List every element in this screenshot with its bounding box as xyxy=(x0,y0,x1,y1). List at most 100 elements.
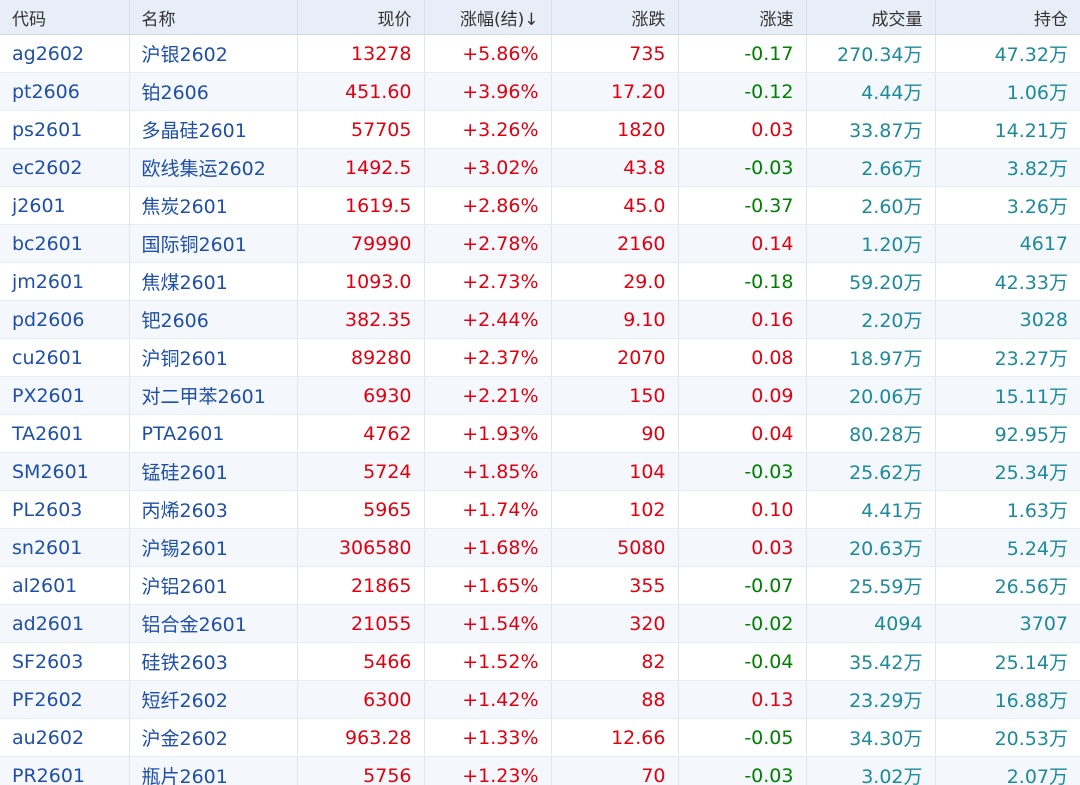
cell-change-percent: +2.73% xyxy=(424,262,552,301)
cell-volume: 4094 xyxy=(806,604,936,643)
cell-speed: -0.18 xyxy=(678,262,807,301)
cell-price: 13278 xyxy=(297,34,425,73)
cell-change-percent: +1.93% xyxy=(424,414,552,453)
cell-name: 沪铜2601 xyxy=(129,338,298,377)
table-row[interactable]: ec2602 欧线集运2602 1492.5 +3.02% 43.8 -0.03 2.66万… xyxy=(0,148,1080,187)
cell-code: j2601 xyxy=(0,186,130,225)
cell-name: 短纤2602 xyxy=(129,680,298,719)
header-code[interactable]: 代码 xyxy=(0,0,130,35)
cell-change-percent: +2.37% xyxy=(424,338,552,377)
cell-volume: 33.87万 xyxy=(806,110,936,149)
cell-code: ag2602 xyxy=(0,34,130,73)
cell-name: 焦炭2601 xyxy=(129,186,298,225)
header-open-interest[interactable]: 持仓 xyxy=(935,0,1080,35)
cell-change: 355 xyxy=(551,566,679,605)
cell-volume: 35.42万 xyxy=(806,642,936,681)
cell-volume: 1.20万 xyxy=(806,224,936,263)
table-header: 代码 名称 现价 涨幅(结)↓ 涨跌 涨速 成交量 持仓 xyxy=(0,0,1080,35)
cell-volume: 80.28万 xyxy=(806,414,936,453)
table-row[interactable]: bc2601 国际铜2601 79990 +2.78% 2160 0.14 1.20万 461… xyxy=(0,224,1080,263)
table-row[interactable]: SF2603 硅铁2603 5466 +1.52% 82 -0.04 35.42万 25.14… xyxy=(0,642,1080,681)
table-row[interactable]: PX2601 对二甲苯2601 6930 +2.21% 150 0.09 20.06万 15.… xyxy=(0,376,1080,415)
cell-price: 1492.5 xyxy=(297,148,425,187)
cell-open-interest: 25.14万 xyxy=(935,642,1080,681)
cell-change: 9.10 xyxy=(551,300,679,339)
cell-change: 45.0 xyxy=(551,186,679,225)
cell-change: 104 xyxy=(551,452,679,491)
cell-change: 5080 xyxy=(551,528,679,567)
cell-code: jm2601 xyxy=(0,262,130,301)
cell-open-interest: 1.06万 xyxy=(935,72,1080,111)
header-speed[interactable]: 涨速 xyxy=(678,0,807,35)
cell-change-percent: +1.33% xyxy=(424,718,552,757)
cell-open-interest: 20.53万 xyxy=(935,718,1080,757)
cell-change: 43.8 xyxy=(551,148,679,187)
cell-open-interest: 23.27万 xyxy=(935,338,1080,377)
table-row[interactable]: cu2601 沪铜2601 89280 +2.37% 2070 0.08 18.97万 23.… xyxy=(0,338,1080,377)
header-change[interactable]: 涨跌 xyxy=(551,0,679,35)
cell-speed: 0.04 xyxy=(678,414,807,453)
cell-speed: -0.17 xyxy=(678,34,807,73)
table-row[interactable]: PL2603 丙烯2603 5965 +1.74% 102 0.10 4.41万 1.63万 xyxy=(0,490,1080,529)
cell-price: 6930 xyxy=(297,376,425,415)
cell-change: 12.66 xyxy=(551,718,679,757)
table-row[interactable]: jm2601 焦煤2601 1093.0 +2.73% 29.0 -0.18 59.20万 4… xyxy=(0,262,1080,301)
table-row[interactable]: ps2601 多晶硅2601 57705 +3.26% 1820 0.03 33.87万 14… xyxy=(0,110,1080,149)
cell-speed: -0.04 xyxy=(678,642,807,681)
table-row[interactable]: sn2601 沪锡2601 306580 +1.68% 5080 0.03 20.63万 5.… xyxy=(0,528,1080,567)
cell-open-interest: 4617 xyxy=(935,224,1080,263)
cell-change: 88 xyxy=(551,680,679,719)
cell-change: 82 xyxy=(551,642,679,681)
table-row[interactable]: PF2602 短纤2602 6300 +1.42% 88 0.13 23.29万 16.88万 xyxy=(0,680,1080,719)
cell-name: 沪金2602 xyxy=(129,718,298,757)
header-volume[interactable]: 成交量 xyxy=(806,0,936,35)
table-row[interactable]: au2602 沪金2602 963.28 +1.33% 12.66 -0.05 34.30万… xyxy=(0,718,1080,757)
table-row[interactable]: ag2602 沪银2602 13278 +5.86% 735 -0.17 270.34万 47… xyxy=(0,34,1080,73)
cell-volume: 4.41万 xyxy=(806,490,936,529)
table-row[interactable]: PR2601 瓶片2601 5756 +1.23% 70 -0.03 3.02万 2.07万 xyxy=(0,756,1080,785)
table-row[interactable]: pt2606 铂2606 451.60 +3.96% 17.20 -0.12 4.44万 1.… xyxy=(0,72,1080,111)
cell-change: 90 xyxy=(551,414,679,453)
cell-price: 21055 xyxy=(297,604,425,643)
cell-speed: -0.07 xyxy=(678,566,807,605)
cell-speed: 0.03 xyxy=(678,528,807,567)
cell-open-interest: 3028 xyxy=(935,300,1080,339)
cell-open-interest: 2.07万 xyxy=(935,756,1080,785)
cell-price: 57705 xyxy=(297,110,425,149)
table-row[interactable]: TA2601 PTA2601 4762 +1.93% 90 0.04 80.28万 92.95… xyxy=(0,414,1080,453)
cell-open-interest: 25.34万 xyxy=(935,452,1080,491)
cell-speed: 0.08 xyxy=(678,338,807,377)
cell-volume: 20.06万 xyxy=(806,376,936,415)
cell-change-percent: +2.21% xyxy=(424,376,552,415)
cell-code: SM2601 xyxy=(0,452,130,491)
cell-open-interest: 5.24万 xyxy=(935,528,1080,567)
table-row[interactable]: al2601 沪铝2601 21865 +1.65% 355 -0.07 25.59万 26.… xyxy=(0,566,1080,605)
table-row[interactable]: SM2601 锰硅2601 5724 +1.85% 104 -0.03 25.62万 25.3… xyxy=(0,452,1080,491)
cell-open-interest: 15.11万 xyxy=(935,376,1080,415)
cell-volume: 2.60万 xyxy=(806,186,936,225)
cell-name: 硅铁2603 xyxy=(129,642,298,681)
header-price[interactable]: 现价 xyxy=(297,0,425,35)
table-row[interactable]: ad2601 铝合金2601 21055 +1.54% 320 -0.02 4094 3707 xyxy=(0,604,1080,643)
table-row[interactable]: pd2606 钯2606 382.35 +2.44% 9.10 0.16 2.20万 3028 xyxy=(0,300,1080,339)
cell-volume: 23.29万 xyxy=(806,680,936,719)
cell-change: 150 xyxy=(551,376,679,415)
header-name[interactable]: 名称 xyxy=(129,0,298,35)
cell-name: 钯2606 xyxy=(129,300,298,339)
cell-change: 2070 xyxy=(551,338,679,377)
cell-code: cu2601 xyxy=(0,338,130,377)
cell-change-percent: +5.86% xyxy=(424,34,552,73)
cell-name: 欧线集运2602 xyxy=(129,148,298,187)
cell-change-percent: +1.65% xyxy=(424,566,552,605)
header-change-percent-sorted[interactable]: 涨幅(结)↓ xyxy=(424,0,552,35)
cell-price: 4762 xyxy=(297,414,425,453)
cell-change-percent: +1.85% xyxy=(424,452,552,491)
cell-open-interest: 92.95万 xyxy=(935,414,1080,453)
table-row[interactable]: j2601 焦炭2601 1619.5 +2.86% 45.0 -0.37 2.60万 3.2… xyxy=(0,186,1080,225)
cell-change-percent: +1.54% xyxy=(424,604,552,643)
cell-volume: 59.20万 xyxy=(806,262,936,301)
cell-price: 6300 xyxy=(297,680,425,719)
cell-speed: -0.02 xyxy=(678,604,807,643)
cell-speed: -0.12 xyxy=(678,72,807,111)
cell-price: 963.28 xyxy=(297,718,425,757)
